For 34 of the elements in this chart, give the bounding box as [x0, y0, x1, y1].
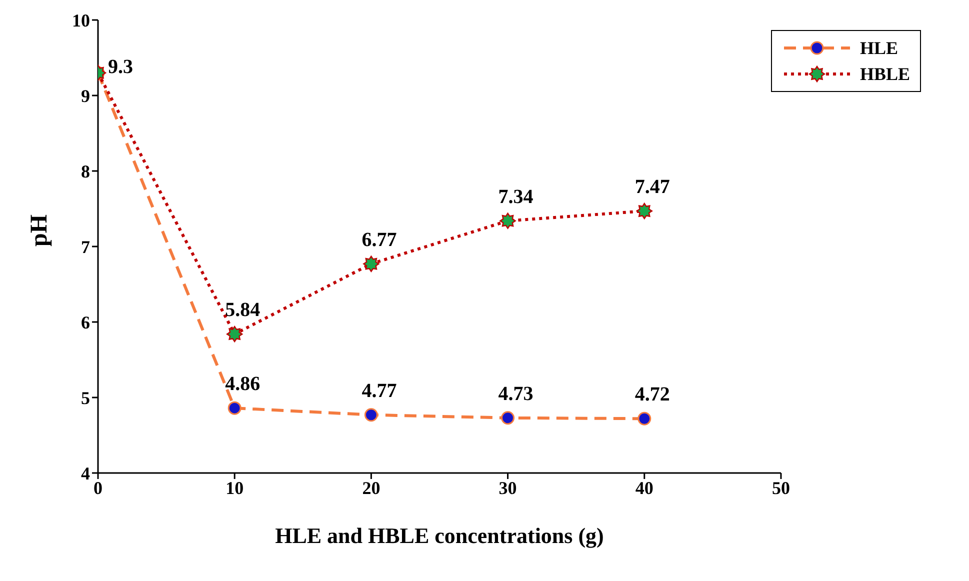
data-label: 5.84 — [225, 299, 260, 322]
y-tick-label: 7 — [81, 236, 90, 257]
x-tick-label: 30 — [498, 478, 517, 498]
point — [500, 212, 516, 229]
data-label: 4.86 — [225, 373, 260, 396]
y-tick-label: 6 — [81, 312, 90, 332]
x-axis-title: HLE and HBLE concentrations (g) — [275, 523, 604, 548]
point — [364, 408, 378, 422]
point — [363, 256, 380, 272]
y-tick-label: 8 — [81, 161, 90, 182]
x-tick-label: 50 — [772, 478, 790, 498]
y-axis-title: pH — [26, 214, 53, 246]
data-label: 4.77 — [362, 380, 397, 402]
x-tick-label: 40 — [635, 478, 654, 498]
y-tick-label: 10 — [72, 10, 90, 30]
data-label: 4.73 — [498, 382, 534, 405]
y-tick-label: 4 — [81, 463, 90, 484]
point — [226, 326, 243, 342]
point — [501, 411, 515, 425]
y-tick-label: 5 — [81, 388, 90, 408]
x-tick-label: 20 — [362, 478, 380, 498]
data-label: 6.77 — [362, 228, 397, 251]
data-label: 7.47 — [634, 176, 670, 198]
legend-label: HLE — [860, 38, 898, 58]
legend-label: HBLE — [860, 64, 910, 84]
point — [228, 401, 242, 415]
point — [636, 202, 652, 220]
x-tick-label: 10 — [226, 478, 244, 498]
point — [638, 412, 652, 426]
data-label: 7.34 — [498, 186, 534, 208]
data-label: 9.3 — [108, 56, 133, 78]
data-label: 4.72 — [634, 384, 670, 406]
y-tick-label: 9 — [81, 86, 90, 106]
x-tick-label: 0 — [94, 478, 102, 498]
